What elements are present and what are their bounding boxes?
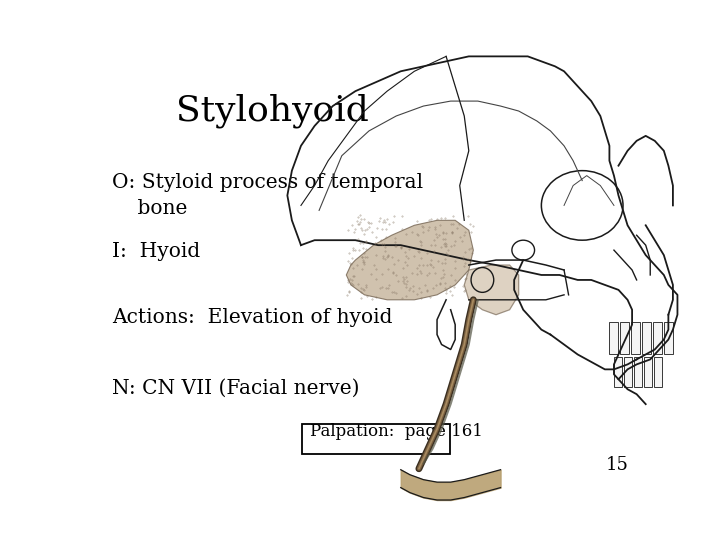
- Text: Actions:  Elevation of hyoid: Actions: Elevation of hyoid: [112, 308, 393, 327]
- Bar: [631, 322, 640, 354]
- Bar: [614, 357, 622, 387]
- Bar: [642, 322, 651, 354]
- Bar: [634, 357, 642, 387]
- Bar: [624, 357, 632, 387]
- Polygon shape: [346, 220, 473, 300]
- Text: N: CN VII (Facial nerve): N: CN VII (Facial nerve): [112, 379, 360, 398]
- Text: 15: 15: [606, 456, 629, 474]
- Text: O: Styloid process of temporal
    bone: O: Styloid process of temporal bone: [112, 173, 423, 218]
- FancyBboxPatch shape: [302, 424, 450, 454]
- Bar: [644, 357, 652, 387]
- Text: Stylohyoid: Stylohyoid: [176, 94, 369, 129]
- Bar: [654, 357, 662, 387]
- Bar: [653, 322, 662, 354]
- Bar: [609, 322, 618, 354]
- Bar: [621, 322, 629, 354]
- Bar: [664, 322, 673, 354]
- Text: Palpation:  page 161: Palpation: page 161: [310, 423, 483, 440]
- Polygon shape: [464, 265, 518, 315]
- Text: I:  Hyoid: I: Hyoid: [112, 241, 201, 260]
